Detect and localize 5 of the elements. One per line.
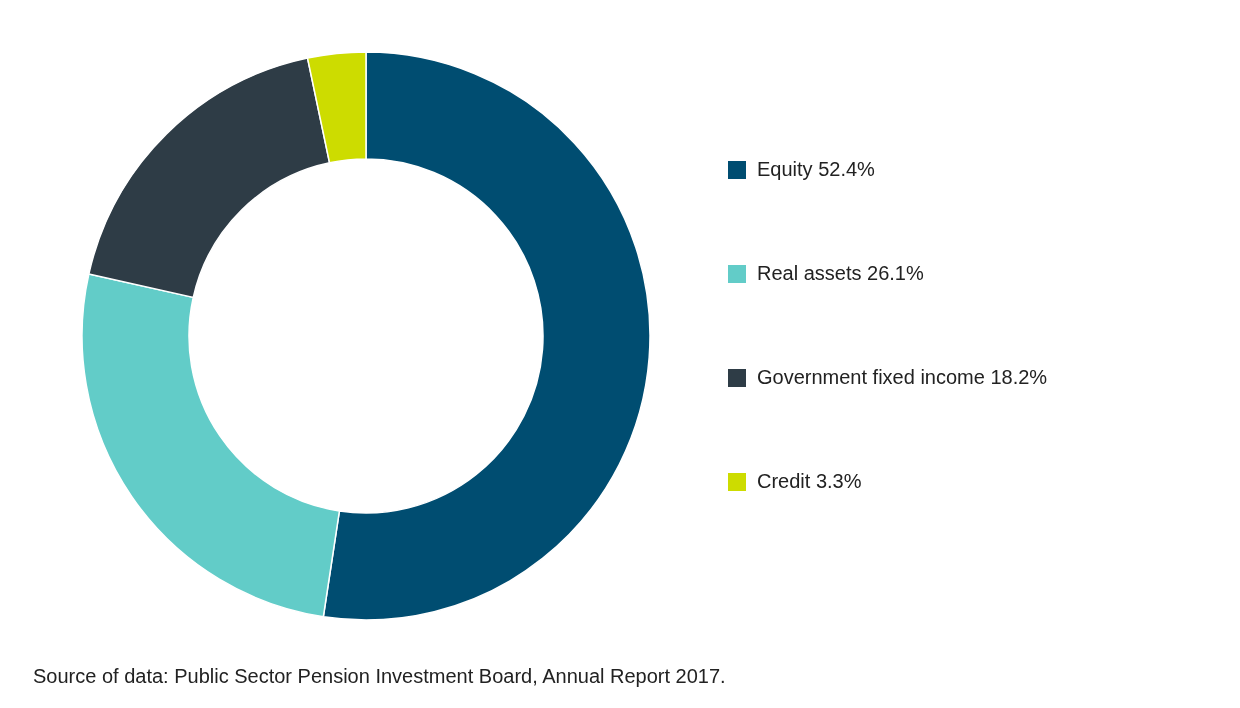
source-note: Source of data: Public Sector Pension Investment Board, Annual Report 2017. bbox=[33, 665, 726, 687]
legend-label: Equity 52.4% bbox=[757, 158, 876, 180]
legend-label: Real assets 26.1% bbox=[757, 262, 924, 284]
legend-label: Government fixed income 18.2% bbox=[757, 366, 1048, 388]
legend-label: Credit 3.3% bbox=[757, 470, 862, 492]
